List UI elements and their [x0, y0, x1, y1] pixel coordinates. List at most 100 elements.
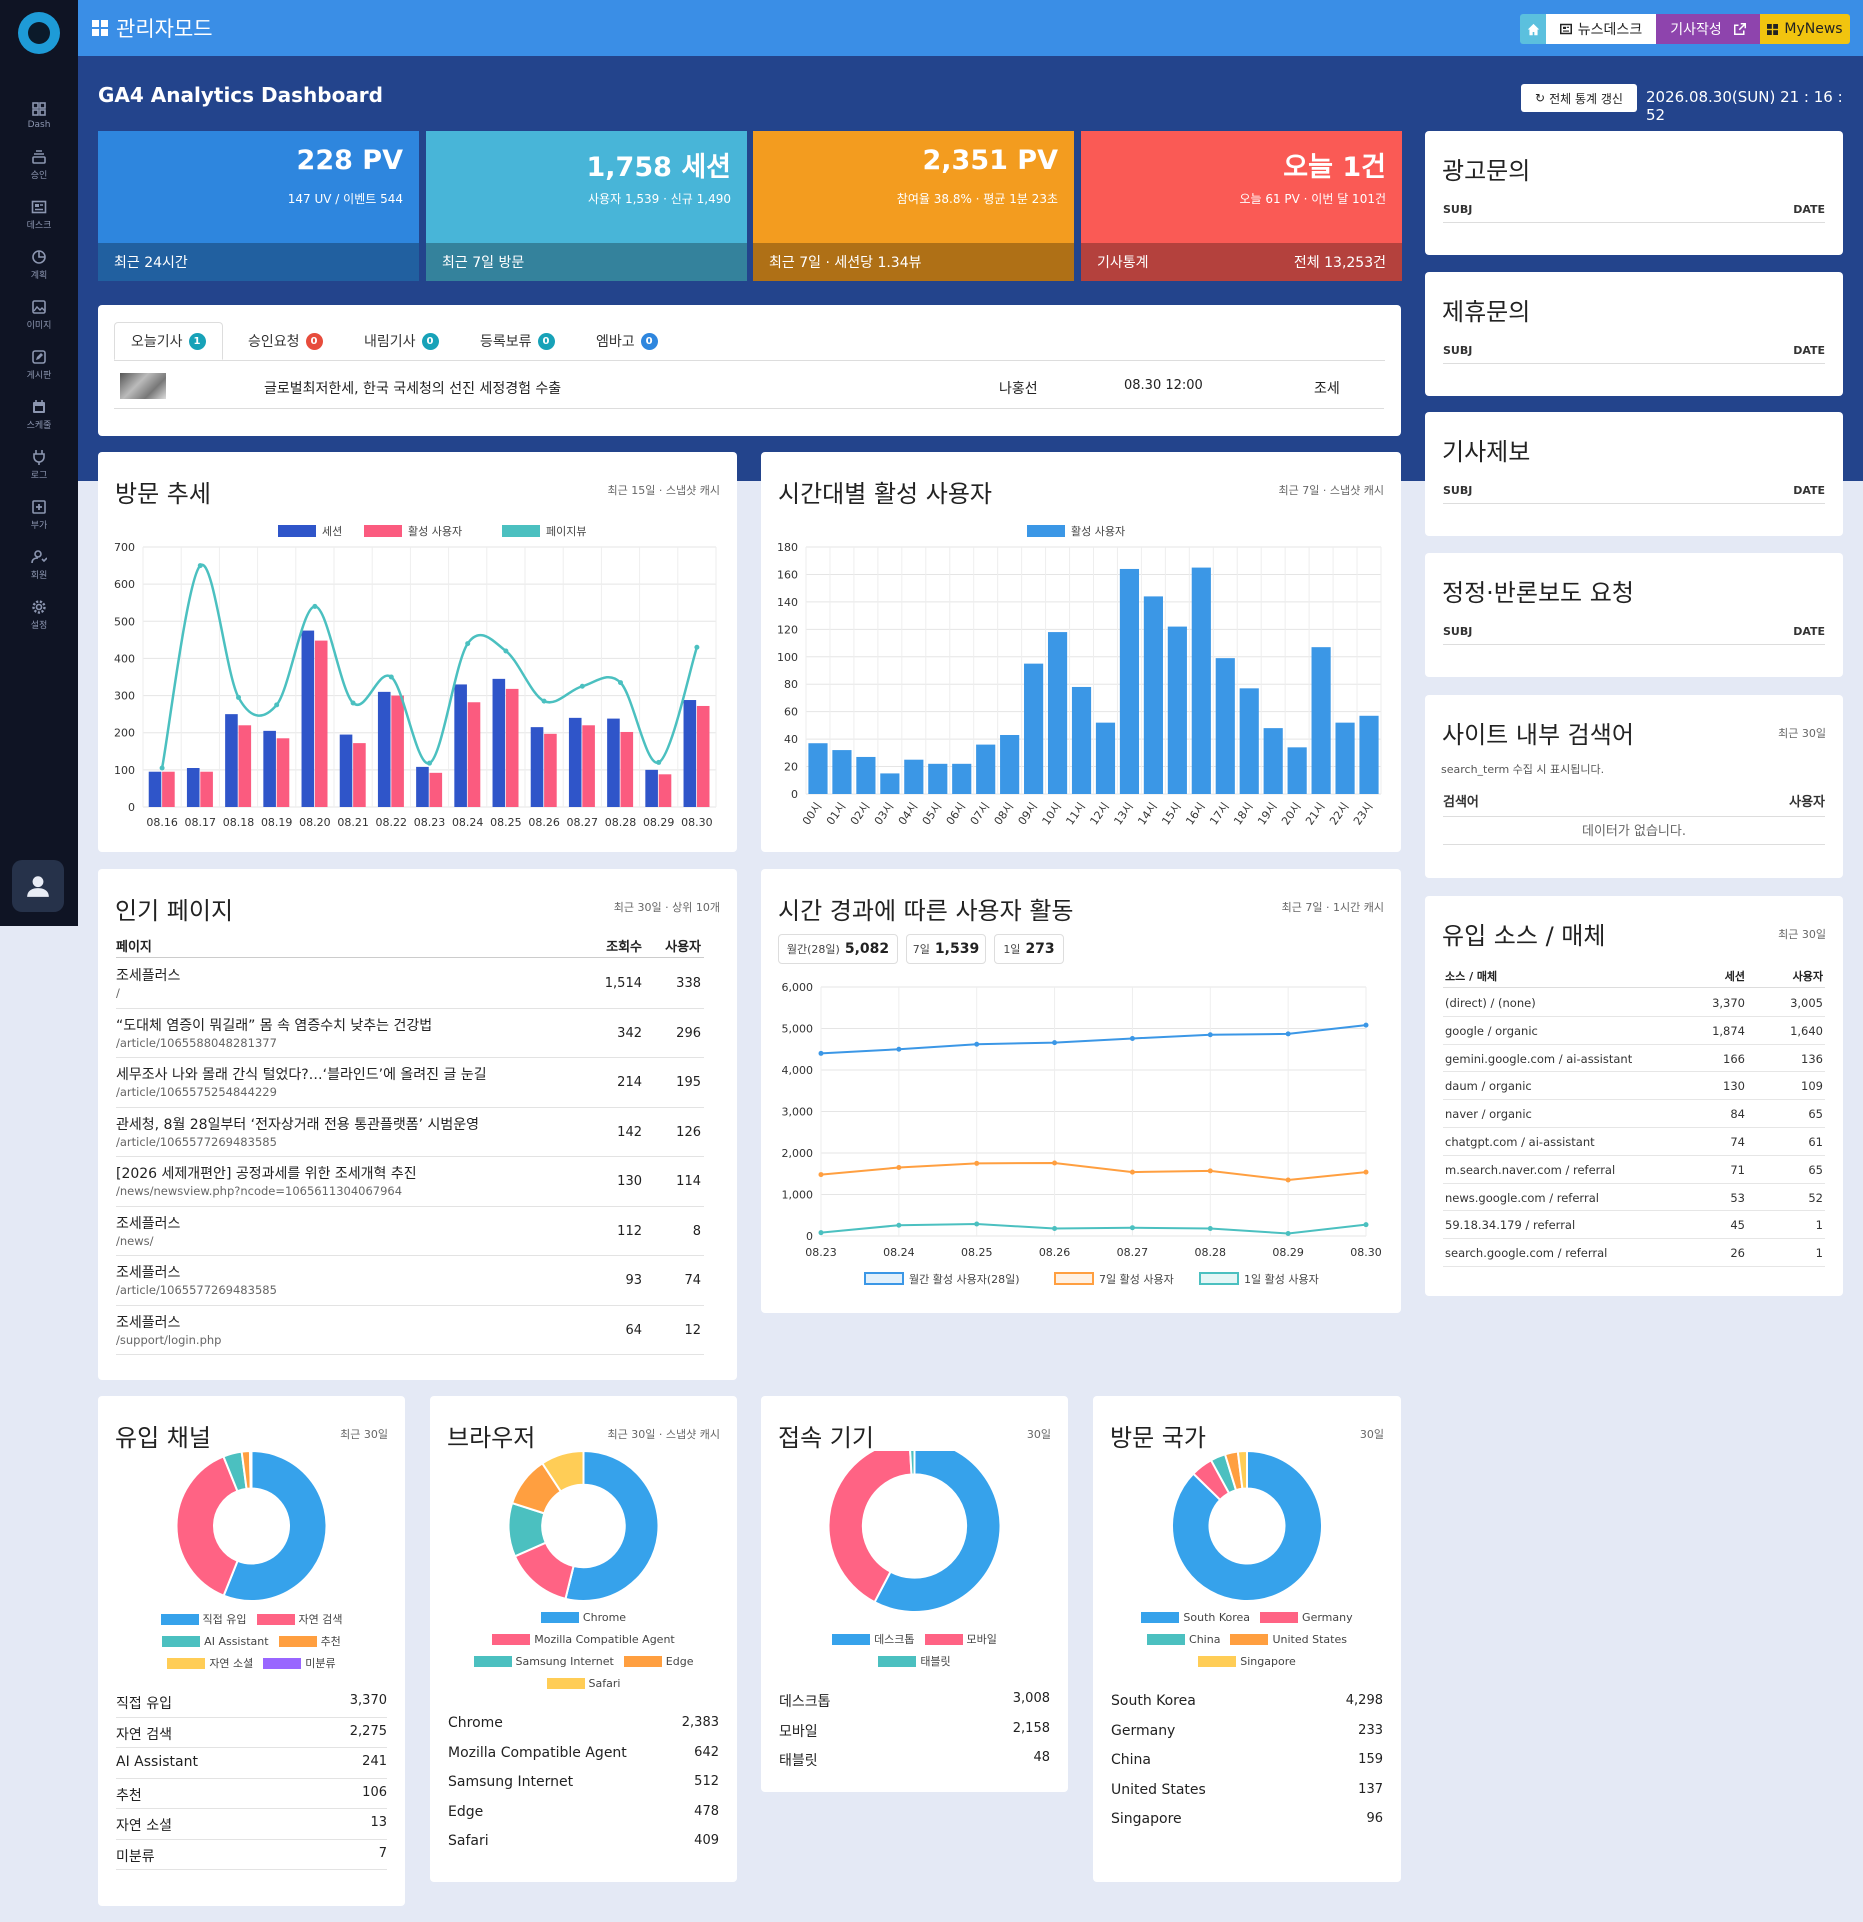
sidebar-item-10[interactable]: 설정 [0, 590, 78, 640]
donut-slice[interactable] [1236, 1451, 1248, 1490]
donut-slice[interactable] [909, 1451, 916, 1476]
page-title[interactable]: [2026 세제개편안] 공정과세를 위한 조세개혁 추진 [116, 1166, 417, 1182]
bar-hour[interactable] [928, 763, 948, 794]
sidebar-item-4[interactable]: 이미지 [0, 290, 78, 340]
bar-세션[interactable] [683, 700, 697, 807]
bar-활성 사용자[interactable] [544, 733, 557, 807]
line-point[interactable] [274, 702, 280, 708]
legend-item[interactable]: 추천 [278, 1633, 341, 1649]
write-article-button[interactable]: 기사작성 [1656, 14, 1760, 44]
bar-활성 사용자[interactable] [696, 705, 710, 807]
bar-활성 사용자[interactable] [391, 695, 404, 807]
bar-hour[interactable] [1024, 663, 1044, 794]
bar-활성 사용자[interactable] [658, 774, 672, 807]
page-title[interactable]: 조세플러스 [116, 1314, 181, 1331]
refresh-stats-button[interactable]: ↻ 전체 통계 갱신 [1521, 84, 1637, 112]
line-point[interactable] [236, 694, 241, 700]
page-title[interactable]: 세무조사 나와 몰래 간식 털었다?…‘블라인드’에 올려진 글 눈길 [116, 1067, 487, 1083]
donut-slice[interactable] [175, 1455, 239, 1597]
bar-세션[interactable] [530, 727, 544, 807]
line-point[interactable] [974, 1160, 980, 1166]
bar-세션[interactable] [225, 714, 238, 807]
line-point[interactable] [1129, 1225, 1135, 1231]
donut-slice[interactable] [873, 1451, 1002, 1613]
sidebar-item-3[interactable]: 계획 [0, 240, 78, 290]
legend-item[interactable]: Safari [546, 1677, 620, 1690]
line-point[interactable] [1207, 1226, 1213, 1232]
donut-slice[interactable] [222, 1451, 328, 1602]
tab-0[interactable]: 오늘기사 1 [114, 322, 223, 360]
line-point[interactable] [1363, 1022, 1369, 1028]
line-point[interactable] [1285, 1177, 1291, 1183]
bar-활성 사용자[interactable] [505, 688, 519, 807]
legend-item[interactable]: 태블릿 [878, 1653, 951, 1669]
legend-label[interactable]: 월간 활성 사용자(28일) [909, 1272, 1020, 1286]
bar-hour[interactable] [1095, 722, 1116, 794]
legend-label[interactable]: 활성 사용자 [408, 524, 462, 538]
newsdesk-button[interactable]: 뉴스데스크 [1546, 14, 1656, 44]
legend-item[interactable]: Germany [1260, 1611, 1353, 1624]
tab-4[interactable]: 엠바고 0 [580, 322, 674, 360]
legend-item[interactable]: South Korea [1141, 1611, 1250, 1624]
donut-slice[interactable] [827, 1451, 913, 1604]
line-point[interactable] [312, 603, 318, 609]
bar-hour[interactable] [1263, 728, 1283, 794]
line-point[interactable] [818, 1050, 824, 1056]
bar-hour[interactable] [1071, 686, 1092, 794]
table-row[interactable]: 관세청, 8월 28일부터 ‘전자상거래 전용 통관플랫폼’ 시범운영/arti… [116, 1108, 704, 1157]
bar-활성 사용자[interactable] [162, 771, 175, 807]
bar-세션[interactable] [263, 730, 276, 807]
line-point[interactable] [159, 765, 165, 771]
line-point[interactable] [694, 644, 700, 650]
donut-slice[interactable] [249, 1451, 253, 1490]
bar-세션[interactable] [148, 771, 162, 807]
bar-hour[interactable] [1119, 568, 1140, 794]
donut-slice[interactable] [1171, 1451, 1323, 1602]
logo[interactable] [18, 12, 60, 54]
page-title[interactable]: “도대체 염증이 뭐길래” 몸 속 염증수치 낮추는 건강법 [116, 1017, 433, 1034]
legend-item[interactable]: Edge [623, 1655, 693, 1668]
bar-활성 사용자[interactable] [582, 725, 595, 807]
table-row[interactable]: 세무조사 나와 몰래 간식 털었다?…‘블라인드’에 올려진 글 눈길/arti… [116, 1058, 704, 1108]
table-row[interactable]: 조세플러스/news/112 8 [116, 1207, 704, 1256]
bar-활성 사용자[interactable] [429, 772, 443, 807]
line-point[interactable] [1285, 1231, 1291, 1237]
bar-세션[interactable] [645, 769, 658, 807]
page-title[interactable]: 조세플러스 [116, 1265, 181, 1281]
table-row[interactable]: 조세플러스/article/1065577269483585 93 74 [116, 1256, 704, 1306]
bar-활성 사용자[interactable] [620, 731, 634, 807]
bar-hour[interactable] [1191, 567, 1211, 794]
legend-item[interactable]: Singapore [1198, 1655, 1296, 1668]
line-point[interactable] [465, 641, 471, 647]
tab-2[interactable]: 내림기사 0 [348, 322, 455, 360]
bar-hour[interactable] [1311, 647, 1331, 794]
line-point[interactable] [1363, 1169, 1369, 1175]
sidebar-item-2[interactable]: 데스크 [0, 190, 78, 240]
bar-세션[interactable] [568, 717, 582, 807]
legend-item[interactable]: 미분류 [263, 1655, 336, 1671]
page-title[interactable]: 관세청, 8월 28일부터 ‘전자상거래 전용 통관플랫폼’ 시범운영 [116, 1116, 480, 1133]
bar-세션[interactable] [186, 768, 200, 807]
article-row[interactable]: 글로벌최저한세, 한국 국세청의 선진 세정경험 수출 나홍선 08.30 12… [114, 365, 1384, 409]
legend-item[interactable]: Chrome [540, 1611, 626, 1624]
legend-item[interactable]: Mozilla Compatible Agent [492, 1633, 675, 1646]
table-row[interactable]: “도대체 염증이 뭐길래” 몸 속 염증수치 낮추는 건강법/article/1… [116, 1009, 704, 1058]
legend-item[interactable]: 자연 검색 [256, 1611, 342, 1627]
sidebar-item-1[interactable]: 승인 [0, 140, 78, 190]
bar-hour[interactable] [1239, 688, 1259, 794]
bar-hour[interactable] [1143, 596, 1163, 794]
page-title[interactable]: 조세플러스 [116, 1215, 181, 1232]
line-point[interactable] [579, 683, 585, 689]
bar-hour[interactable] [904, 759, 924, 794]
legend-label[interactable]: 활성 사용자 [1071, 524, 1125, 538]
line-point[interactable] [503, 648, 509, 654]
bar-세션[interactable] [492, 678, 506, 807]
bar-활성 사용자[interactable] [314, 640, 328, 807]
bar-hour[interactable] [1215, 658, 1235, 794]
line-point[interactable] [896, 1222, 902, 1228]
donut-slice[interactable] [564, 1451, 660, 1602]
line-point[interactable] [541, 698, 547, 704]
legend-label[interactable]: 7일 활성 사용자 [1099, 1272, 1174, 1286]
bar-hour[interactable] [808, 743, 828, 794]
legend-item[interactable]: AI Assistant [162, 1635, 269, 1648]
